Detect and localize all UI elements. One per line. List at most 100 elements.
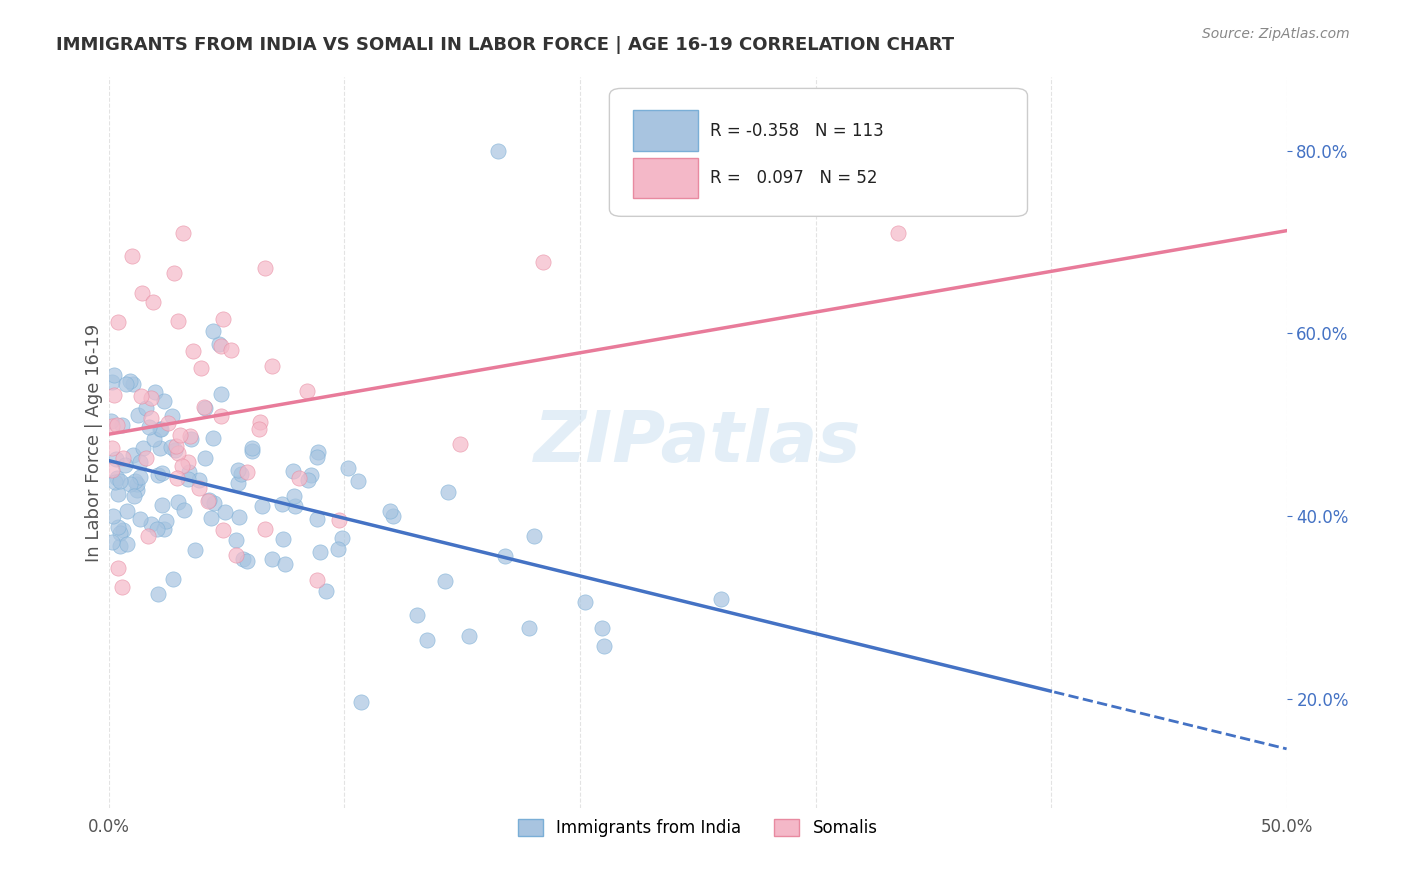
Point [236,554,259,568]
Point [212,523,235,537]
Point [180,433,202,447]
Point [212,312,235,326]
Point [307,445,329,459]
Text: R =   0.097   N = 52: R = 0.097 N = 52 [710,169,877,187]
Point [127,483,149,498]
Point [101,463,124,477]
Point [165,443,187,458]
Point [214,504,236,518]
Point [139,391,162,405]
Point [121,249,143,263]
Point [108,474,131,488]
Y-axis label: In Labor Force | Age 16-19: In Labor Force | Age 16-19 [86,324,103,562]
Point [406,608,429,623]
Point [382,508,405,523]
Point [326,541,349,556]
Point [219,343,242,357]
Point [202,324,225,338]
Point [260,359,283,374]
Point [145,385,167,400]
Point [523,529,546,543]
Point [103,508,125,523]
Point [128,470,150,484]
Point [253,522,276,536]
Point [153,522,176,536]
Point [155,514,177,528]
Point [112,523,135,537]
Point [107,561,129,575]
Point [112,451,135,466]
Point [160,409,183,424]
Point [249,415,271,429]
Point [166,446,188,460]
Point [254,261,277,276]
Point [531,255,554,269]
Point [156,416,179,430]
Point [328,513,350,527]
Point [225,533,247,547]
FancyBboxPatch shape [609,88,1028,217]
Point [107,487,129,501]
Point [236,465,259,479]
Point [107,520,129,534]
Point [458,629,481,643]
Point [240,442,263,456]
Point [434,574,457,588]
Point [271,532,294,546]
Point [486,144,509,158]
Point [136,529,159,543]
Point [167,495,190,509]
Point [307,512,329,526]
FancyBboxPatch shape [633,111,697,151]
Point [247,422,270,436]
Point [149,441,172,455]
Point [105,471,128,485]
Point [172,459,194,474]
Point [165,439,187,453]
Point [115,537,138,551]
Point [200,511,222,525]
Point [284,500,307,514]
Point [104,452,127,467]
Point [193,401,215,415]
Point [378,504,401,518]
Point [229,467,252,482]
Point [122,489,145,503]
Point [332,532,354,546]
Point [111,580,134,594]
Point [129,389,152,403]
Point [297,473,319,487]
Point [201,431,224,445]
Point [169,428,191,442]
Point [198,492,221,507]
Point [129,455,152,469]
Point [162,572,184,586]
Point [160,440,183,454]
Legend: Immigrants from India, Somalis: Immigrants from India, Somalis [510,813,884,844]
Point [146,467,169,482]
Point [226,475,249,490]
Text: IMMIGRANTS FROM INDIA VS SOMALI IN LABOR FORCE | AGE 16-19 CORRELATION CHART: IMMIGRANTS FROM INDIA VS SOMALI IN LABOR… [56,36,955,54]
Point [104,475,127,490]
Point [138,420,160,434]
Point [350,695,373,709]
Point [225,548,247,562]
Point [135,401,157,415]
Point [103,388,125,402]
Point [271,497,294,511]
Point [449,436,471,450]
Point [283,464,305,478]
Point [252,499,274,513]
Point [208,337,231,351]
Point [336,460,359,475]
Point [710,591,733,606]
Point [141,516,163,531]
Point [228,510,250,524]
Point [197,494,219,508]
Point [117,504,139,518]
Point [437,485,460,500]
Point [574,595,596,609]
Point [181,343,204,358]
Point [202,496,225,510]
Point [115,377,138,392]
